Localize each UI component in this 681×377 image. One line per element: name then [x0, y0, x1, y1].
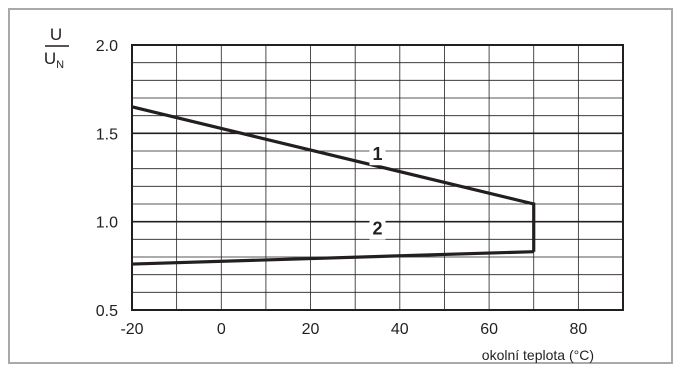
series-1-label-bg [369, 145, 386, 166]
series-layer: 12 [131, 105, 536, 266]
series-2-label-bg [369, 219, 386, 240]
grid [131, 44, 624, 311]
outer-border [8, 8, 673, 364]
x-tick-label: 60 [480, 321, 498, 338]
y-tick-label: 0.5 [96, 303, 118, 320]
y-axis-label: U UN [44, 25, 69, 71]
x-tick-label: 0 [217, 321, 226, 338]
x-axis-title: okolní teplota (°C) [482, 347, 594, 363]
series-2-line [131, 250, 534, 266]
x-tick-label: -20 [120, 321, 143, 338]
y-tick-label: 1.0 [96, 215, 118, 232]
series-1-line [131, 105, 536, 252]
y-tick-label: 2.0 [96, 38, 118, 55]
series-1-label: 1 [372, 144, 382, 164]
plot-area-border [131, 44, 624, 311]
y-tick-label: 1.5 [96, 126, 118, 143]
x-tick-label: 80 [569, 321, 587, 338]
x-tick-label: 20 [302, 321, 320, 338]
x-tick-label: 40 [391, 321, 409, 338]
y-label-denominator-main: U [44, 49, 56, 68]
tick-labels: -20 0 20 40 60 80 0.5 1.0 1.5 2.0 [96, 38, 588, 338]
y-label-numerator: U [50, 25, 62, 44]
y-label-denominator-sub: N [56, 59, 64, 71]
y-label-denominator: UN [44, 49, 64, 71]
series-2-label: 2 [372, 219, 382, 239]
